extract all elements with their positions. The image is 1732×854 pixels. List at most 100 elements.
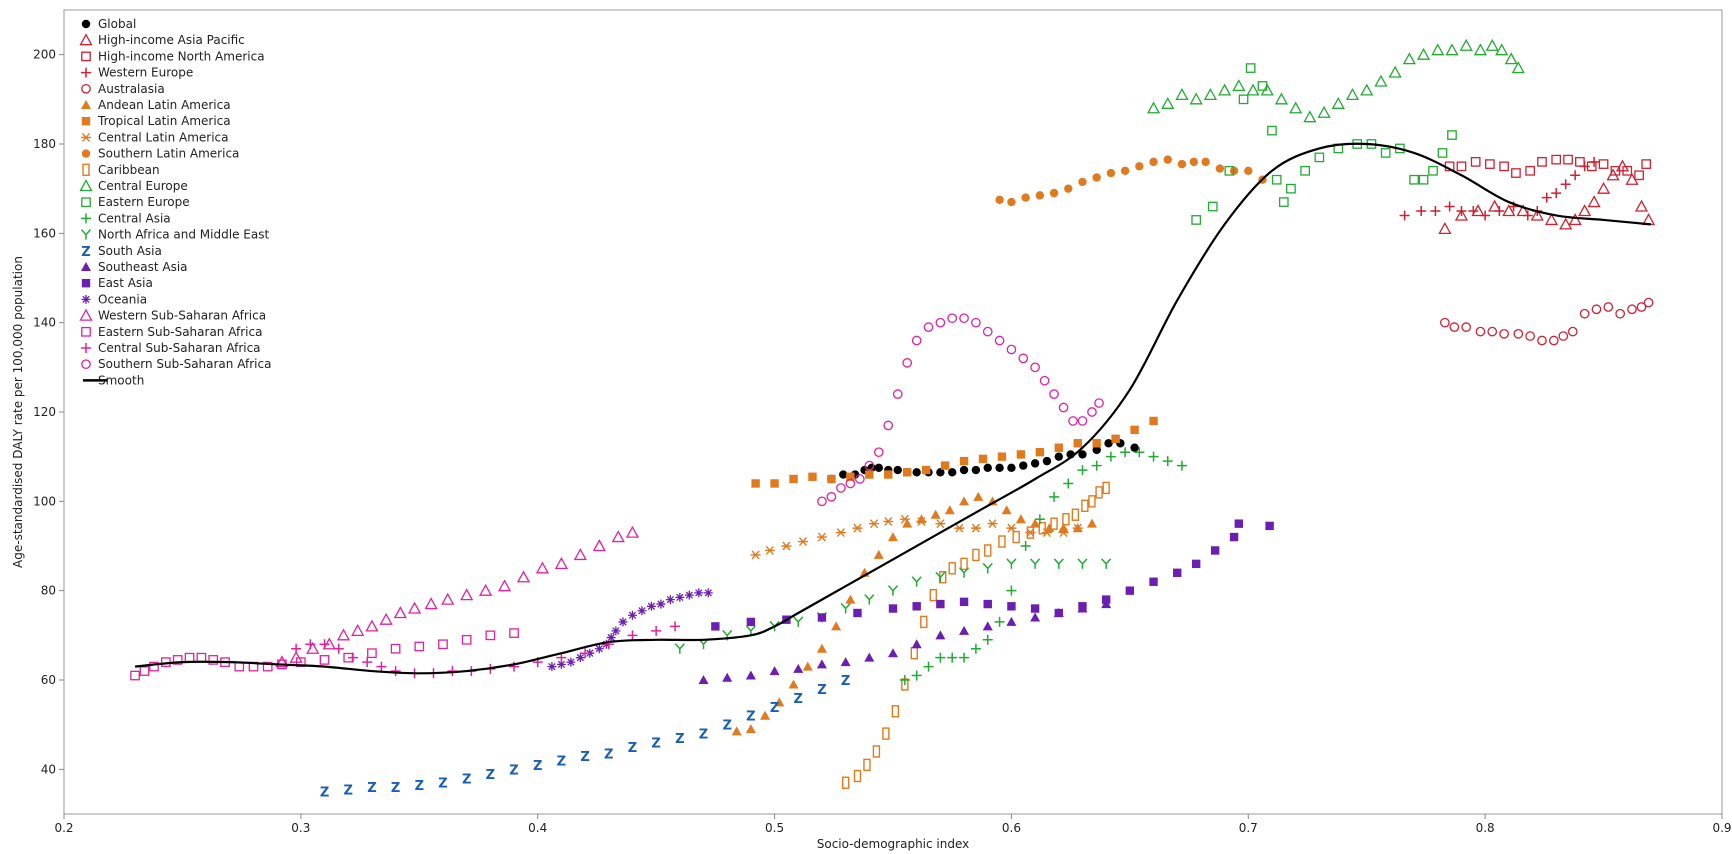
- data-point: [817, 496, 827, 507]
- data-point: [291, 643, 302, 654]
- data-point: [1120, 447, 1131, 458]
- data-point: [1374, 74, 1388, 87]
- data-point: [1244, 166, 1253, 175]
- data-point: [959, 625, 970, 635]
- data-point: [1088, 495, 1096, 508]
- data-point: [983, 599, 992, 609]
- data-point: [1087, 407, 1097, 417]
- x-tick-label: 0.6: [1002, 821, 1021, 835]
- data-point: [580, 648, 591, 659]
- data-point: [1086, 518, 1097, 528]
- data-point: [1525, 165, 1535, 176]
- data-point: [1504, 52, 1518, 65]
- data-point: [769, 666, 780, 676]
- data-point: Z: [722, 719, 731, 734]
- y-axis: 40 60 80 100 120 140 160 180 200: [33, 48, 64, 776]
- data-point: [674, 643, 685, 654]
- data-point: [1034, 514, 1045, 525]
- data-point: [1579, 161, 1590, 172]
- data-point: [1499, 328, 1509, 339]
- data-point: [1454, 208, 1469, 221]
- legend-label: East Asia: [98, 276, 153, 290]
- data-point: [365, 619, 379, 632]
- data-point: [1456, 206, 1467, 216]
- data-point: [1596, 181, 1611, 194]
- data-point: [611, 530, 625, 543]
- data-point: [760, 710, 771, 720]
- data-point: [1203, 88, 1217, 101]
- data-point: Z: [746, 710, 755, 725]
- legend-label: High-income Asia Pacific: [98, 33, 245, 47]
- data-point: [912, 602, 921, 611]
- data-point: [912, 468, 921, 477]
- data-point: [675, 592, 685, 602]
- data-point: [971, 465, 981, 475]
- series-6: [751, 416, 1158, 488]
- data-point: [1559, 217, 1573, 230]
- data-point: [1148, 451, 1159, 462]
- data-point: [1078, 450, 1087, 459]
- data-point: Z: [794, 692, 803, 707]
- data-point: [827, 474, 836, 484]
- data-point: [982, 634, 993, 645]
- data-point: [509, 628, 519, 638]
- data-point: [770, 479, 779, 488]
- data-point: [1078, 602, 1087, 611]
- data-point: [994, 335, 1005, 346]
- legend-label: Eastern Sub-Saharan Africa: [98, 325, 262, 339]
- data-point: [1189, 92, 1203, 105]
- data-point: [1388, 65, 1402, 78]
- data-point: [802, 661, 813, 671]
- data-point: [1567, 326, 1578, 337]
- data-point: [869, 519, 880, 529]
- data-point: [836, 483, 846, 493]
- data-point: Z: [320, 786, 329, 801]
- data-point: [797, 537, 808, 546]
- data-point: [1007, 463, 1016, 473]
- series-12: [899, 447, 1187, 685]
- series-4: [1440, 297, 1654, 346]
- data-point: [1092, 173, 1101, 182]
- data-point: [852, 523, 863, 533]
- data-point: [1094, 398, 1104, 408]
- series-22: [134, 142, 1652, 675]
- data-point: [1210, 546, 1220, 555]
- data-point: [1480, 210, 1491, 221]
- data-point: [1360, 83, 1374, 96]
- data-point: [438, 639, 448, 650]
- data-point: [1163, 155, 1172, 164]
- data-point: [627, 610, 637, 620]
- series-21: [817, 313, 1104, 507]
- data-point: [745, 724, 756, 734]
- data-point: [781, 541, 792, 551]
- data-point: [864, 652, 875, 662]
- data-point: [1541, 192, 1552, 203]
- data-point: [1146, 101, 1161, 114]
- data-point: [864, 594, 875, 605]
- data-point: [1006, 523, 1017, 533]
- x-tick-label: 0.9: [1712, 821, 1731, 835]
- series-1: [1438, 159, 1656, 235]
- data-point: [987, 496, 998, 506]
- data-point: [944, 505, 955, 515]
- data-point: Z: [628, 741, 637, 756]
- data-point: [497, 579, 512, 592]
- legend-label: Central Europe: [98, 179, 188, 193]
- data-point: [911, 576, 922, 587]
- data-point: [1265, 521, 1274, 531]
- data-point: [1054, 443, 1063, 452]
- data-point: [208, 655, 219, 665]
- data-point: [960, 557, 968, 571]
- data-point: [1053, 558, 1064, 569]
- legend-label: High-income North America: [98, 49, 265, 63]
- data-point: [746, 617, 756, 627]
- data-point: [845, 594, 856, 604]
- data-point: [954, 523, 965, 533]
- data-point: [1437, 148, 1448, 158]
- data-point: [816, 532, 827, 542]
- data-point: [970, 523, 981, 533]
- data-point: Z: [651, 737, 660, 752]
- data-point: [971, 317, 981, 328]
- data-point: [883, 516, 894, 526]
- data-point: Z: [367, 781, 376, 796]
